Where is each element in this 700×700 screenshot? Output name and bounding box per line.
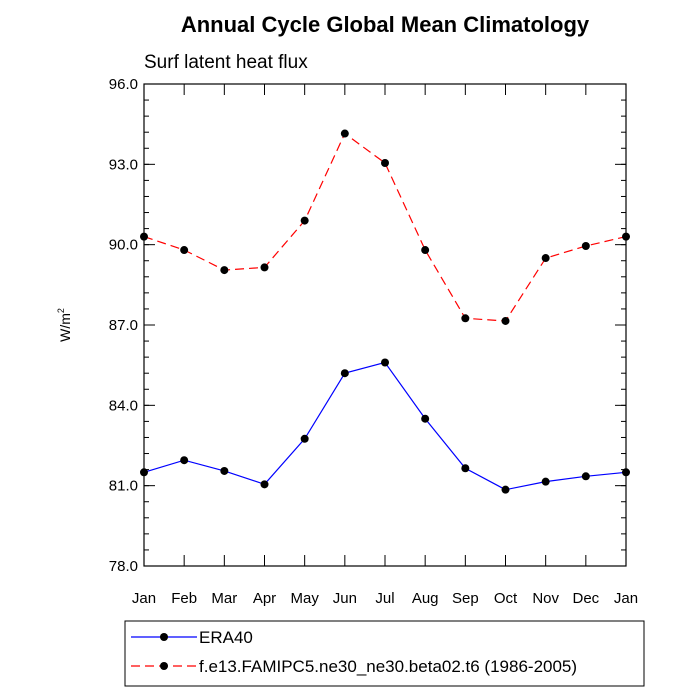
data-point [501, 485, 510, 494]
data-point [340, 129, 349, 138]
x-tick-label: Jul [375, 590, 394, 607]
x-tick-label: May [290, 590, 319, 607]
y-tick-labels: 78.0 81.0 84.0 87.0 90.0 93.0 96.0 [109, 76, 138, 575]
data-point [300, 434, 309, 443]
data-point [421, 414, 430, 423]
data-point [260, 263, 269, 272]
data-point [461, 314, 470, 323]
x-tick-label: Oct [494, 590, 518, 607]
data-point [541, 477, 550, 486]
chart-title: Annual Cycle Global Mean Climatology [181, 12, 590, 37]
axis-ticks [143, 83, 627, 567]
x-tick-label: Jan [132, 590, 156, 607]
data-point [180, 456, 189, 465]
y-tick-label: 96.0 [109, 76, 138, 93]
data-point [581, 242, 590, 251]
x-tick-label: Apr [253, 590, 276, 607]
y-tick-label: 87.0 [109, 317, 138, 334]
series-layer [140, 129, 630, 494]
series-line-era40 [143, 361, 627, 491]
data-point [381, 158, 389, 167]
data-point [541, 254, 550, 263]
data-point [581, 472, 590, 481]
x-tick-label: Aug [412, 590, 439, 607]
data-point [340, 369, 349, 378]
plot-frame [143, 83, 627, 567]
x-tick-labels: Jan Feb Mar Apr May Jun Jul Aug Sep Oct Nov Dec Jan [132, 590, 638, 607]
chart-subtitle: Surf latent heat flux [144, 52, 308, 73]
legend-box [124, 620, 645, 687]
legend-label-model: f.e13.FAMIPC5.ne30_ne30.beta02.t6 (1986-… [199, 657, 577, 676]
y-axis-label: W/m2 [56, 308, 73, 342]
x-tick-label: Dec [572, 590, 599, 607]
x-tick-label: Nov [532, 590, 559, 607]
y-tick-label: 78.0 [109, 558, 138, 575]
data-point [622, 232, 630, 241]
x-tick-label: Mar [211, 590, 237, 607]
y-tick-label: 93.0 [109, 156, 138, 173]
x-tick-label: Sep [452, 590, 479, 607]
legend: ERA40 f.e13.FAMIPC5.ne30_ne30.beta02.t6 … [124, 620, 645, 687]
data-point [622, 468, 630, 477]
legend-marker-model [160, 662, 168, 670]
data-point [220, 466, 229, 475]
y-tick-label: 90.0 [109, 237, 138, 254]
data-point [461, 464, 470, 473]
data-point [140, 468, 148, 477]
x-tick-label: Jun [333, 590, 357, 607]
x-tick-label: Feb [171, 590, 197, 607]
y-tick-label: 81.0 [109, 478, 138, 495]
legend-label-era40: ERA40 [199, 628, 253, 647]
data-point [140, 232, 148, 241]
data-point [421, 246, 430, 255]
x-tick-label: Jan [614, 590, 638, 607]
data-point [180, 246, 189, 255]
data-point [300, 216, 309, 225]
data-point [501, 316, 510, 325]
legend-marker-era40 [160, 633, 168, 641]
data-point [220, 266, 229, 275]
data-point [260, 480, 269, 489]
data-point [381, 358, 389, 367]
y-tick-label: 84.0 [109, 397, 138, 414]
